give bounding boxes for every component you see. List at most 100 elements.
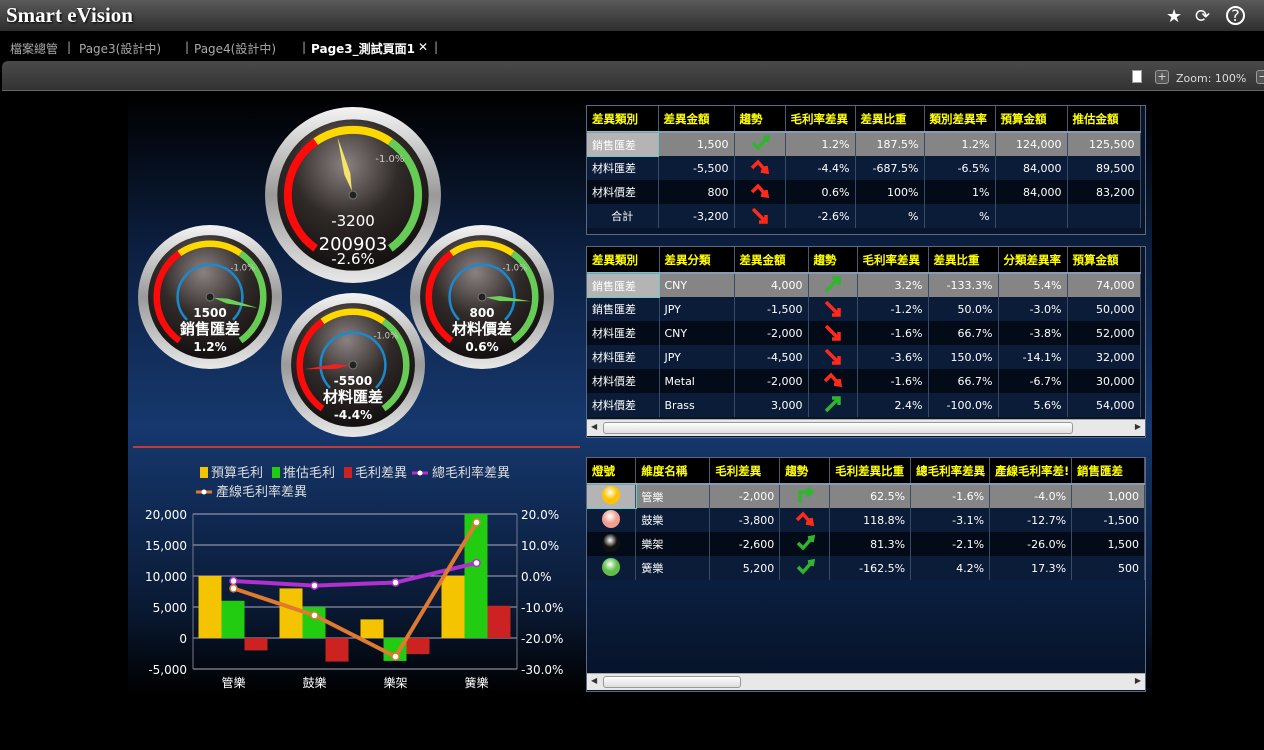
table-cell: CNY — [659, 321, 735, 345]
table-cell: % — [924, 204, 996, 228]
table-row[interactable]: 銷售匯差 1,500 1.2% 187.5% 1.2% 124,000 125,500 — [587, 131, 1141, 157]
help-icon[interactable]: ? — [1226, 6, 1245, 25]
x-tick-label: 簧樂 — [464, 675, 488, 690]
table-row[interactable]: 材料匯差 JPY -4,500 -3.6% 150.0% -14.1% 32,000 — [587, 345, 1141, 369]
column-header[interactable]: 分類差異率 — [998, 247, 1068, 274]
column-header[interactable]: 毛利差異 — [709, 458, 781, 485]
column-header[interactable]: 預算金額 — [1067, 247, 1141, 274]
column-header[interactable]: 總毛利率差異 — [910, 458, 991, 485]
trend-check-up-icon — [751, 134, 770, 151]
column-header[interactable]: 類別差異率 — [924, 106, 996, 133]
scroll-right-icon[interactable]: ▶ — [1134, 676, 1141, 685]
refresh-icon[interactable]: ⟳ — [1195, 6, 1211, 27]
table-row[interactable]: 合計 -3,200 -2.6%%% — [587, 204, 1141, 228]
table-row[interactable]: 材料價差 Brass 3,000 2.4% -100.0% 5.6% 54,000 — [587, 393, 1141, 417]
column-header[interactable]: 維度名稱 — [635, 458, 711, 485]
gauge-marker-label: -1.0% — [373, 332, 398, 342]
table-cell: -1,500 — [1071, 508, 1145, 532]
table-cell — [1067, 204, 1141, 228]
gauge-pivot — [348, 360, 358, 370]
column-header[interactable]: 差異金額 — [658, 106, 735, 133]
table-row[interactable]: 材料匯差 -5,500 -4.4% -687.5% -6.5% 84,000 89,500 — [587, 156, 1141, 180]
table-row[interactable]: 銷售匯差 CNY 4,000 3.2% -133.3% 5.4% 74,000 — [587, 272, 1141, 298]
gauge-green-zone — [238, 250, 267, 344]
trend-arch-down-icon — [750, 182, 769, 198]
gauge-title: 材料匯差 — [323, 388, 383, 406]
point-產線毛利率差異 — [472, 518, 481, 527]
table-cell: 125,500 — [1067, 132, 1141, 156]
scroll-left-icon[interactable]: ◀ — [591, 676, 598, 685]
column-header[interactable]: 產線毛利率差! — [989, 458, 1073, 485]
page-icon[interactable] — [1132, 70, 1142, 83]
zoom-in-button[interactable]: + — [1155, 70, 1169, 84]
table-row[interactable]: 材料匯差 CNY -2,000 -1.6% 66.7% -3.8% 52,000 — [587, 321, 1141, 345]
tab-page3-test[interactable]: Page3_測試頁面1 — [311, 42, 415, 56]
status-light-icon — [602, 486, 621, 504]
table-row[interactable]: 管樂 -2,000 62.5% -1.6% -4.0% 1,000 — [587, 483, 1145, 509]
table-cell: -2,000 — [734, 321, 809, 345]
point-產線毛利率差異 — [229, 584, 238, 593]
column-header[interactable]: 差異金額 — [734, 247, 809, 274]
table-row[interactable]: 簧樂 5,200 -162.5% 4.2% 17.3% 500 — [587, 556, 1145, 580]
trend-arrow-down-icon — [824, 324, 841, 341]
tab-divider: | — [434, 40, 439, 54]
table-cell: -4.4% — [785, 156, 856, 180]
column-header[interactable]: 差異比重 — [928, 247, 999, 274]
table-row[interactable]: 材料價差 Metal -2,000 -1.6% 66.7% -6.7% 30,000 — [587, 369, 1141, 393]
table-cell: 5.4% — [998, 273, 1068, 297]
trend-arrow-down-icon — [824, 300, 841, 317]
column-header[interactable]: 毛利率差異 — [785, 106, 856, 133]
table-cell: 500 — [1071, 556, 1145, 580]
table-cell: 89,500 — [1067, 156, 1141, 180]
legend-swatch — [200, 467, 208, 478]
tab-page3-design[interactable]: Page3(設計中) — [79, 42, 162, 56]
column-header[interactable]: 燈號 — [587, 458, 637, 485]
column-header[interactable]: 推估金額 — [1067, 106, 1141, 133]
gauge-percent: -2.6% — [331, 250, 375, 268]
tab-close-icon[interactable]: ✕ — [418, 40, 429, 54]
scroll-thumb[interactable] — [603, 676, 741, 688]
scroll-thumb[interactable] — [603, 422, 1073, 434]
scroll-right-icon[interactable]: ▶ — [1134, 422, 1141, 431]
column-header[interactable]: 銷售匯差 — [1071, 458, 1145, 485]
column-header[interactable]: 差異分類 — [659, 247, 735, 274]
scroll-left-icon[interactable]: ◀ — [591, 422, 598, 431]
table-cell: 1,000 — [1071, 484, 1145, 508]
gauge-value: -5500 — [334, 374, 372, 388]
column-header[interactable]: 趨勢 — [779, 458, 831, 485]
column-header[interactable]: 趨勢 — [808, 247, 858, 274]
bar-毛利差異 — [406, 638, 430, 655]
table-cell: -1.2% — [857, 297, 929, 321]
table-cell: -4,500 — [734, 345, 809, 369]
table-cell: -5,500 — [658, 156, 735, 180]
table-row[interactable]: 材料價差 800 0.6% 100% 1% 84,000 83,200 — [587, 180, 1141, 204]
table-cell: -26.0% — [989, 532, 1073, 556]
column-header[interactable]: 預算金額 — [995, 106, 1068, 133]
status-light-icon — [602, 557, 621, 576]
tab-page4-design[interactable]: Page4(設計中) — [194, 42, 277, 56]
column-header[interactable]: 毛利率差異 — [857, 247, 929, 274]
table-row[interactable]: 樂架 -2,600 81.3% -2.1% -26.0% 1,500 — [587, 532, 1145, 556]
zoom-out-button[interactable]: − — [1256, 70, 1264, 84]
y-tick-label: 15,000 — [145, 539, 187, 553]
separator — [133, 446, 580, 448]
bar-毛利差異 — [325, 638, 349, 662]
column-header[interactable]: 差異類別 — [587, 247, 660, 274]
table-row[interactable]: 銷售匯差 JPY -1,500 -1.2% 50.0% -3.0% 50,000 — [587, 297, 1141, 321]
gauge-main: -1.0% -3200 200903-2.6% — [265, 107, 441, 283]
status-light-cell — [587, 556, 637, 580]
table-cell — [995, 204, 1068, 228]
table1-grid: 差異類別 差異金額 趨勢 毛利率差異 差異比重 類別差異率 預算金額 推估金額 銷售匯差 1,50… — [587, 106, 1141, 228]
horizontal-scrollbar[interactable]: ◀ ▶ — [587, 673, 1145, 690]
table-row[interactable]: 鼓樂 -3,800 118.8% -3.1% -12.7% -1,500 — [587, 508, 1145, 532]
table-cell: Metal — [659, 369, 735, 393]
column-header[interactable]: 差異比重 — [855, 106, 925, 133]
tab-file-explorer[interactable]: 檔案總管 — [10, 42, 59, 56]
column-header[interactable]: 毛利差異比重 — [829, 458, 912, 485]
star-icon[interactable]: ★ — [1166, 6, 1183, 27]
bar-推估毛利 — [464, 514, 488, 638]
horizontal-scrollbar[interactable]: ◀ ▶ — [587, 419, 1145, 436]
column-header[interactable]: 差異類別 — [587, 106, 659, 133]
column-header[interactable]: 趨勢 — [734, 106, 786, 133]
